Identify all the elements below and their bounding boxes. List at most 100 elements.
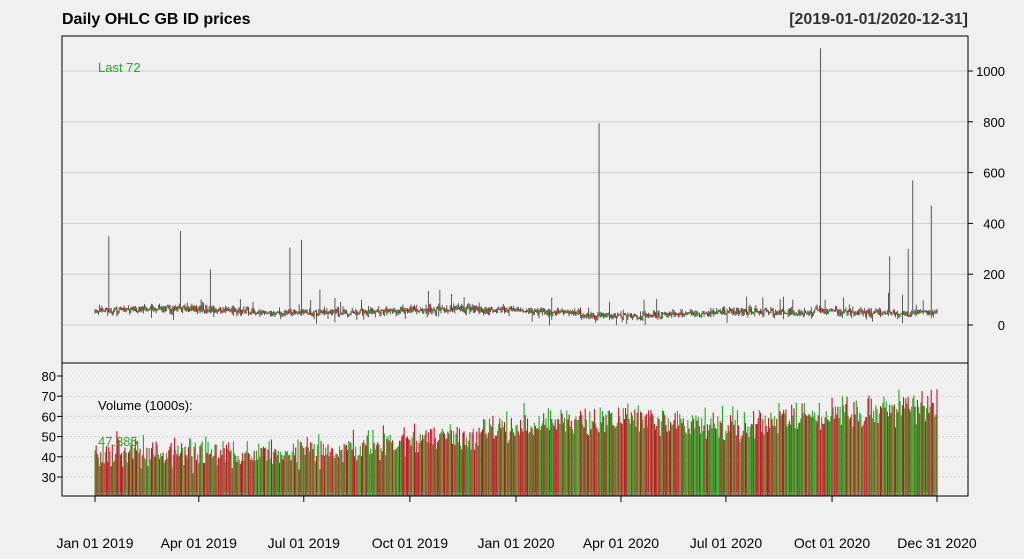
ohlc-body [432, 309, 434, 312]
ohlc-body [173, 306, 176, 310]
ohlc-body [870, 312, 872, 316]
ohlc-body [290, 310, 292, 316]
ohlc-body [291, 313, 293, 316]
ohlc-body [716, 311, 718, 314]
ohlc-body [724, 310, 726, 314]
x-tick-label: Jul 01 2019 [268, 535, 341, 551]
ohlc-body [897, 314, 899, 316]
ohlc-body [215, 310, 217, 313]
ohlc-body [386, 307, 388, 312]
ohlc-body [302, 311, 304, 313]
ohlc-body [404, 309, 406, 314]
ohlc-body [882, 312, 884, 315]
ohlc-body [866, 311, 868, 313]
ohlc-body [815, 307, 817, 309]
ohlc-body [672, 312, 674, 315]
ohlc-body [439, 307, 441, 311]
ohlc-body [653, 313, 656, 315]
ohlc-body [305, 310, 307, 313]
ohlc-body [353, 312, 356, 314]
ohlc-body [124, 307, 126, 312]
ohlc-body [454, 306, 456, 310]
ohlc-body [845, 310, 847, 312]
ohlc-body [496, 308, 499, 312]
ohlc-body [927, 311, 929, 314]
ohlc-body [187, 307, 190, 311]
price-y-axis: 0 200 400 600 800 1000 [968, 64, 1005, 333]
ohlc-body [327, 311, 329, 314]
ohlc-body [285, 313, 288, 315]
ohlc-body [780, 309, 782, 314]
price-tick-label: 200 [983, 267, 1005, 282]
ohlc-body [664, 312, 666, 314]
ohlc-body [654, 314, 657, 316]
ohlc-body [475, 307, 477, 309]
ohlc-body [784, 312, 786, 314]
ohlc-body [107, 309, 109, 312]
ohlc-body [691, 312, 694, 316]
ohlc-body [202, 305, 205, 311]
ohlc-body [212, 306, 214, 312]
ohlc-body [787, 310, 789, 314]
ohlc-body [162, 308, 164, 313]
ohlc-body [435, 307, 438, 313]
ohlc-body [548, 311, 551, 316]
ohlc-body [201, 306, 203, 310]
ohlc-body [335, 309, 337, 313]
ohlc-body [318, 313, 320, 315]
ohlc-body [157, 306, 160, 310]
ohlc-body [825, 311, 827, 314]
ohlc-body [583, 316, 585, 318]
ohlc-body [303, 311, 305, 313]
ohlc-body [904, 311, 906, 314]
ohlc-body [447, 309, 449, 312]
ohlc-body [102, 310, 104, 312]
ohlc-body [584, 316, 586, 318]
ohlc-body [134, 308, 136, 311]
ohlc-body [381, 309, 383, 311]
ohlc-body [133, 307, 135, 310]
ohlc-body [528, 310, 530, 313]
ohlc-body [268, 312, 270, 314]
ohlc-body [899, 314, 901, 316]
ohlc-body [277, 311, 279, 313]
ohlc-body [372, 310, 374, 314]
ohlc-body [487, 308, 489, 313]
ohlc-body [590, 313, 592, 316]
ohlc-body [299, 312, 301, 314]
ohlc-body [224, 308, 226, 312]
ohlc-body [928, 313, 930, 315]
ohlc-body [390, 309, 393, 311]
ohlc-body [720, 311, 722, 313]
ohlc-body [411, 307, 413, 311]
ohlc-body [514, 310, 516, 312]
ohlc-body [806, 312, 808, 314]
ohlc-body [884, 311, 886, 314]
ohlc-body [779, 311, 781, 314]
ohlc-body [278, 311, 281, 315]
ohlc-body [115, 308, 117, 310]
x-rug [94, 492, 938, 496]
ohlc-body [556, 309, 559, 315]
ohlc-body [491, 307, 493, 310]
ohlc-body [922, 311, 924, 313]
date-range: [2019-01-01/2020-12-31] [789, 11, 968, 28]
ohlc-body [741, 308, 743, 313]
ohlc-body [684, 313, 687, 315]
ohlc-body [366, 312, 368, 315]
ohlc-body [315, 310, 318, 316]
ohlc-body [935, 310, 937, 312]
ohlc-body [470, 309, 472, 311]
ohlc-body [269, 312, 271, 314]
ohlc-body [518, 309, 521, 311]
ohlc-body [573, 311, 575, 313]
ohlc-body [717, 310, 719, 312]
last-price-label: Last 72 [98, 60, 141, 75]
ohlc-body [558, 309, 560, 313]
ohlc-body [638, 317, 641, 319]
ohlc-body [199, 306, 201, 310]
ohlc-body [223, 310, 225, 312]
ohlc-body [150, 307, 153, 310]
ohlc-body [119, 307, 121, 309]
